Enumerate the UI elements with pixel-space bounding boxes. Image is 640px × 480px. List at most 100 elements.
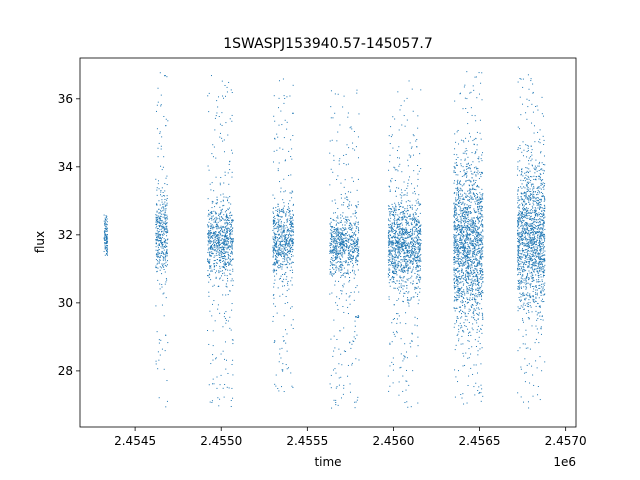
data-point xyxy=(225,242,227,244)
data-point xyxy=(165,297,167,299)
data-point xyxy=(338,160,340,162)
data-point xyxy=(356,189,358,191)
data-point xyxy=(338,268,340,270)
data-point xyxy=(104,248,106,250)
data-point xyxy=(276,242,278,244)
data-point xyxy=(470,195,472,197)
data-point xyxy=(162,259,164,261)
data-point xyxy=(290,372,292,374)
data-point xyxy=(396,227,398,229)
data-point xyxy=(225,294,227,296)
data-point xyxy=(334,228,336,230)
data-point xyxy=(345,350,347,352)
data-point xyxy=(407,264,409,266)
data-point xyxy=(393,280,395,282)
data-point xyxy=(222,266,224,268)
data-point xyxy=(344,235,346,237)
data-point xyxy=(341,242,343,244)
data-point xyxy=(357,396,359,398)
data-point xyxy=(479,251,481,253)
data-point xyxy=(481,290,483,292)
data-point xyxy=(460,343,462,345)
data-point xyxy=(412,245,414,247)
data-point xyxy=(457,257,459,259)
data-point xyxy=(479,196,481,198)
data-point xyxy=(350,224,352,226)
data-point xyxy=(344,197,346,199)
data-point xyxy=(165,177,167,179)
data-point xyxy=(357,178,359,180)
data-point xyxy=(354,233,356,235)
data-point xyxy=(226,91,228,93)
data-point xyxy=(478,330,480,332)
data-point xyxy=(211,400,213,402)
data-point xyxy=(227,227,229,229)
data-point xyxy=(227,251,229,253)
data-point xyxy=(455,262,457,264)
data-point xyxy=(407,237,409,239)
data-point xyxy=(474,297,476,299)
data-point xyxy=(336,217,338,219)
data-point xyxy=(400,233,402,235)
data-point xyxy=(218,232,220,234)
data-point xyxy=(481,263,483,265)
data-point xyxy=(401,195,403,197)
data-point xyxy=(220,261,222,263)
data-point xyxy=(414,249,416,251)
data-point xyxy=(390,126,392,128)
data-point xyxy=(464,220,466,222)
data-point xyxy=(159,132,161,134)
data-point xyxy=(166,199,168,201)
data-point xyxy=(208,111,210,113)
data-point xyxy=(481,248,483,250)
data-point xyxy=(474,201,476,203)
data-point xyxy=(468,221,470,223)
data-point xyxy=(272,220,274,222)
data-point xyxy=(388,390,390,392)
data-point xyxy=(292,241,294,243)
data-point xyxy=(215,277,217,279)
data-point xyxy=(223,260,225,262)
data-point xyxy=(417,252,419,254)
data-point xyxy=(346,231,348,233)
data-point xyxy=(457,290,459,292)
data-point xyxy=(394,256,396,258)
data-point xyxy=(477,157,479,159)
data-point xyxy=(414,316,416,318)
data-point xyxy=(415,209,417,211)
data-point xyxy=(399,163,401,165)
data-point xyxy=(402,233,404,235)
data-point xyxy=(231,114,233,116)
data-point xyxy=(159,256,161,258)
data-point xyxy=(274,250,276,252)
data-point xyxy=(388,246,390,248)
data-point xyxy=(358,248,360,250)
data-point xyxy=(272,212,274,214)
data-point xyxy=(456,154,458,156)
data-point xyxy=(419,153,421,155)
data-point xyxy=(339,238,341,240)
data-point xyxy=(346,198,348,200)
data-point xyxy=(468,340,470,342)
data-point xyxy=(231,231,233,233)
data-point xyxy=(479,255,481,257)
data-point xyxy=(355,230,357,232)
data-point xyxy=(476,252,478,254)
data-point xyxy=(456,164,458,166)
data-point xyxy=(218,228,220,230)
data-point xyxy=(393,213,395,215)
data-point xyxy=(398,243,400,245)
data-point xyxy=(419,231,421,233)
data-point xyxy=(289,192,291,194)
data-point xyxy=(280,216,282,218)
data-point xyxy=(393,250,395,252)
data-point xyxy=(351,228,353,230)
data-point xyxy=(158,243,160,245)
data-point xyxy=(401,245,403,247)
data-point xyxy=(285,215,287,217)
data-point xyxy=(351,177,353,179)
data-point xyxy=(273,263,275,265)
data-point xyxy=(225,263,227,265)
data-point xyxy=(412,244,414,246)
data-point xyxy=(411,241,413,243)
